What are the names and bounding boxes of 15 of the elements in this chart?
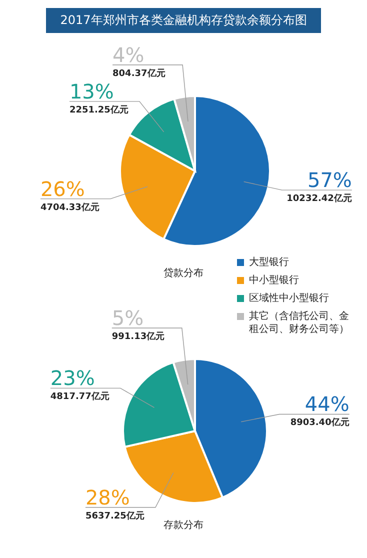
data-label: 4% 804.37亿元	[112, 42, 166, 79]
data-label: 13% 2251.25亿元	[69, 79, 128, 116]
legend-label: 区域性中小型银行	[249, 292, 329, 305]
data-label: 5% 991.13亿元	[112, 306, 165, 342]
data-label: 26% 4704.33亿元	[40, 176, 100, 213]
data-label: 57% 10232.42亿元	[286, 168, 352, 204]
legend-label: 其它（含信托公司、金租公司、财务公司等）	[249, 310, 350, 336]
text: 贷款分布	[164, 268, 204, 279]
data-label: 44% 8903.40亿元	[290, 392, 350, 428]
data-label: 23% 4817.77亿元	[50, 366, 110, 402]
chart-title: 2017年郑州市各类金融机构存贷款余额分布图	[46, 8, 321, 33]
legend-label: 中小型银行	[249, 274, 299, 287]
legend-label: 大型银行	[249, 256, 289, 269]
data-label: 28% 5637.25亿元	[85, 485, 144, 522]
text: 存款分布	[164, 520, 204, 531]
